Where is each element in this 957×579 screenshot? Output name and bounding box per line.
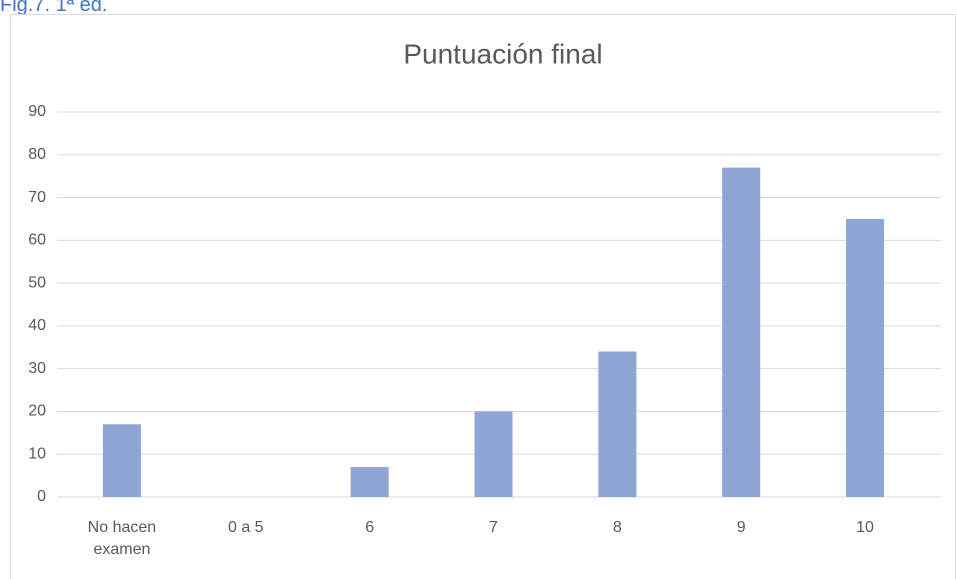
chart-title: Puntuación final bbox=[403, 38, 602, 69]
bar bbox=[350, 467, 389, 497]
caption: Fig.7. 1ª ed. bbox=[0, 0, 108, 16]
bar bbox=[846, 218, 885, 497]
chart-border bbox=[10, 14, 956, 579]
y-tick-label: 70 bbox=[28, 189, 46, 206]
x-tick-label: 10 bbox=[856, 519, 874, 536]
y-tick-label: 40 bbox=[28, 317, 46, 334]
bar bbox=[474, 411, 513, 497]
x-tick-label: 6 bbox=[365, 519, 375, 536]
y-tick-label: 30 bbox=[28, 360, 46, 377]
x-tick-label: 9 bbox=[736, 519, 746, 536]
y-tick-label: 50 bbox=[28, 274, 46, 291]
bar bbox=[722, 167, 761, 497]
x-tick-label: No hacen examen bbox=[87, 519, 157, 558]
y-tick-label: 90 bbox=[28, 103, 46, 120]
y-tick-label: 80 bbox=[28, 146, 46, 163]
y-tick-label: 0 bbox=[37, 488, 46, 505]
y-tick-label: 60 bbox=[28, 232, 46, 249]
bar bbox=[598, 351, 637, 497]
bar bbox=[102, 424, 141, 497]
y-tick-label: 20 bbox=[28, 403, 46, 420]
x-tick-label: 7 bbox=[489, 519, 498, 536]
x-tick-label: 8 bbox=[612, 519, 622, 536]
x-tick-label: 0 a 5 bbox=[227, 519, 264, 536]
y-tick-label: 10 bbox=[28, 445, 46, 462]
